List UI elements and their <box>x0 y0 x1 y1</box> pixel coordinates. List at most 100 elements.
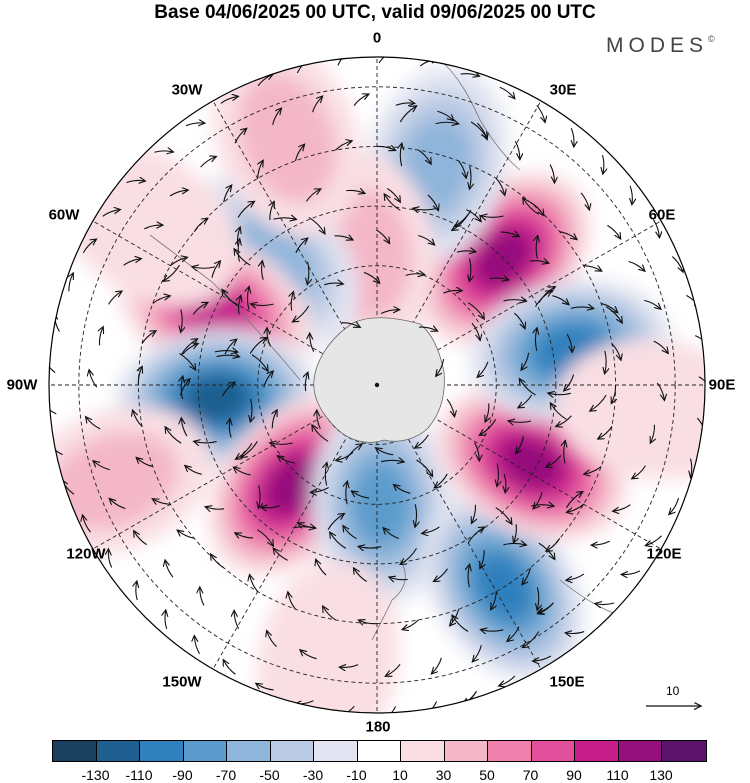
wind-arrow <box>500 675 516 686</box>
wind-arrow <box>468 565 469 588</box>
wind-arrow <box>611 343 621 360</box>
wind-arrow <box>69 274 73 292</box>
colorbar-swatch <box>314 741 358 761</box>
wind-arrow <box>470 258 471 280</box>
wind-arrow <box>473 645 482 661</box>
wind-arrow <box>169 190 187 197</box>
wind-arrow <box>143 225 162 230</box>
wind-arrow <box>520 379 536 396</box>
wind-arrow <box>94 461 110 471</box>
wind-arrow <box>508 626 520 641</box>
longitude-label: 60E <box>648 206 676 224</box>
wind-arrow <box>235 250 251 266</box>
colorbar-swatch <box>183 741 227 761</box>
wind-arrow <box>529 261 548 263</box>
wind-arrow <box>251 304 274 305</box>
wind-arrow <box>653 340 668 353</box>
wind-arrow <box>472 504 476 523</box>
wind-arrow <box>273 218 295 219</box>
wind-arrow <box>182 344 198 355</box>
wind-arrow <box>316 560 327 576</box>
wind-arrow <box>216 355 239 356</box>
wind-arrow <box>564 442 565 464</box>
anomaly-contour <box>238 73 337 203</box>
latitude-circle <box>78 86 676 684</box>
wind-arrow <box>170 258 186 267</box>
wind-arrow <box>185 123 204 126</box>
colorbar-swatch <box>401 741 445 761</box>
longitude-label: 90E <box>708 376 736 394</box>
wind-arrow <box>489 278 508 280</box>
wind-arrow <box>570 307 593 308</box>
wind-arrow <box>534 291 551 307</box>
wind-arrow <box>450 609 460 625</box>
wind-arrow <box>394 485 411 494</box>
wind-arrow <box>516 436 524 453</box>
wind-arrow <box>194 637 201 655</box>
colorbar-swatch <box>140 741 184 761</box>
longitude-label: 150E <box>549 673 585 691</box>
wind-arrow <box>435 473 448 487</box>
wind-arrow <box>491 591 497 609</box>
wind-arrow <box>324 283 342 285</box>
wind-arrow <box>418 149 430 163</box>
wind-arrow <box>405 274 424 276</box>
wind-arrow <box>220 97 238 104</box>
wind-arrow <box>323 607 336 621</box>
wind-arrow <box>514 524 517 542</box>
wind-arrow <box>656 382 664 400</box>
anomaly-contour <box>265 456 320 515</box>
wind-arrow <box>86 417 101 430</box>
coastline-layer <box>149 59 663 669</box>
colorbar-tick-label: 30 <box>435 767 452 783</box>
longitude-label: 30W <box>171 81 203 99</box>
map-title: Base 04/06/2025 00 UTC, valid 09/06/2025… <box>154 2 596 23</box>
wind-arrow <box>652 219 659 237</box>
wind-arrow <box>294 145 304 161</box>
wind-arrow <box>340 665 359 668</box>
wind-arrow <box>134 532 147 546</box>
colorbar-tick-label: 70 <box>522 767 539 783</box>
wind-arrow <box>295 239 307 254</box>
wind-arrow <box>547 538 561 550</box>
wind-arrow <box>571 127 574 146</box>
colorbar-tick-label: -10 <box>346 767 367 783</box>
wind-arrow <box>108 292 122 305</box>
colorbar-tick-label: -70 <box>215 767 237 783</box>
map-disc <box>49 57 705 713</box>
wind-arrow <box>359 547 382 548</box>
wind-arrow <box>567 503 584 512</box>
wind-arrow <box>605 350 606 373</box>
wind-arrow <box>376 229 389 243</box>
wind-arrow <box>670 498 680 514</box>
wind-arrow <box>400 144 401 167</box>
wind-arrow <box>181 419 188 437</box>
longitude-label: 90W <box>6 376 38 394</box>
wind-arrow <box>251 354 268 371</box>
wind-arrow <box>557 415 572 426</box>
wind-arrow <box>378 57 393 64</box>
colorbar-swatch <box>618 741 662 761</box>
wind-arrow <box>126 180 145 182</box>
wind-arrow <box>503 300 526 301</box>
wind-arrow <box>467 302 484 319</box>
colorbar-swatch <box>357 741 401 761</box>
wind-arrow <box>247 287 248 310</box>
wind-arrow <box>495 507 512 524</box>
wind-arrow <box>612 384 616 403</box>
wind-arrow <box>262 262 264 280</box>
wind-arrow <box>179 380 189 396</box>
wind-arrow <box>49 359 56 374</box>
wind-arrow <box>698 376 705 390</box>
antarctica-landmass <box>313 317 445 443</box>
wind-arrow <box>482 216 504 217</box>
colorbar-swatch <box>531 741 575 761</box>
wind-arrow <box>480 550 484 568</box>
wind-arrow <box>376 448 394 456</box>
wind-arrow <box>258 161 263 179</box>
wind-arrow <box>523 631 540 647</box>
wind-arrow <box>497 463 498 486</box>
wind-arrow <box>523 567 531 584</box>
longitude-label: 0 <box>372 29 382 47</box>
wind-arrow <box>99 328 102 346</box>
